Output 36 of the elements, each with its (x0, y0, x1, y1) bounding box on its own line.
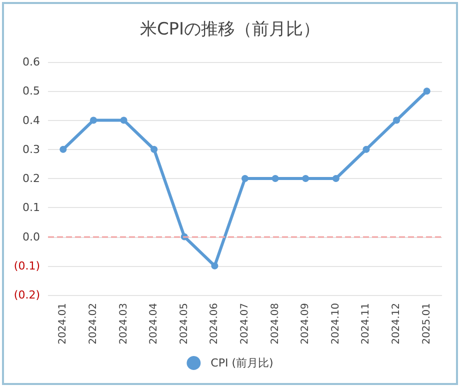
y-tick-label: 0.5 (22, 84, 40, 98)
y-tick-label: 0.1 (22, 201, 40, 214)
x-tick-label: 2024.10 (330, 303, 342, 344)
y-tick-label: 0.3 (22, 142, 40, 156)
point (362, 146, 370, 153)
point (90, 116, 97, 124)
point (272, 175, 279, 182)
point (60, 146, 67, 153)
x-tick-label: 2024.04 (148, 303, 160, 344)
x-tick-label: 2024.08 (270, 303, 281, 344)
y-tick-label: 0.0 (22, 230, 40, 244)
x-tick-label: 2024.01 (58, 303, 69, 344)
y-tick-label: 0.4 (22, 114, 40, 127)
point (242, 175, 248, 182)
x-tick-label: 2024.05 (178, 303, 190, 344)
y-tick-label: 0.2 (22, 172, 40, 185)
x-tick-label: 2024.02 (88, 303, 99, 344)
point (150, 146, 158, 153)
x-tick-label: 2024.07 (240, 303, 250, 344)
legend-label: CPI (前月比) (210, 356, 274, 370)
y-tick-label: (0.1) (14, 259, 40, 272)
point (211, 262, 218, 270)
point (332, 175, 340, 182)
y-tick-label: 0.6 (22, 56, 40, 68)
point (393, 116, 400, 124)
x-tick-label: 2024.12 (391, 303, 402, 344)
x-tick-label: 2024.03 (118, 303, 130, 344)
x-tick-label: 2024.11 (360, 303, 372, 344)
point (302, 175, 310, 182)
x-tick-label: 2024.06 (209, 303, 220, 344)
point (423, 88, 430, 95)
x-tick-label: 2024.09 (300, 303, 312, 344)
point (120, 116, 128, 124)
chart-title: 米CPIの推移（前月比） (140, 20, 320, 40)
x-tick-label: 2025.01 (421, 303, 432, 344)
y-tick-label: (0.2) (14, 288, 40, 302)
